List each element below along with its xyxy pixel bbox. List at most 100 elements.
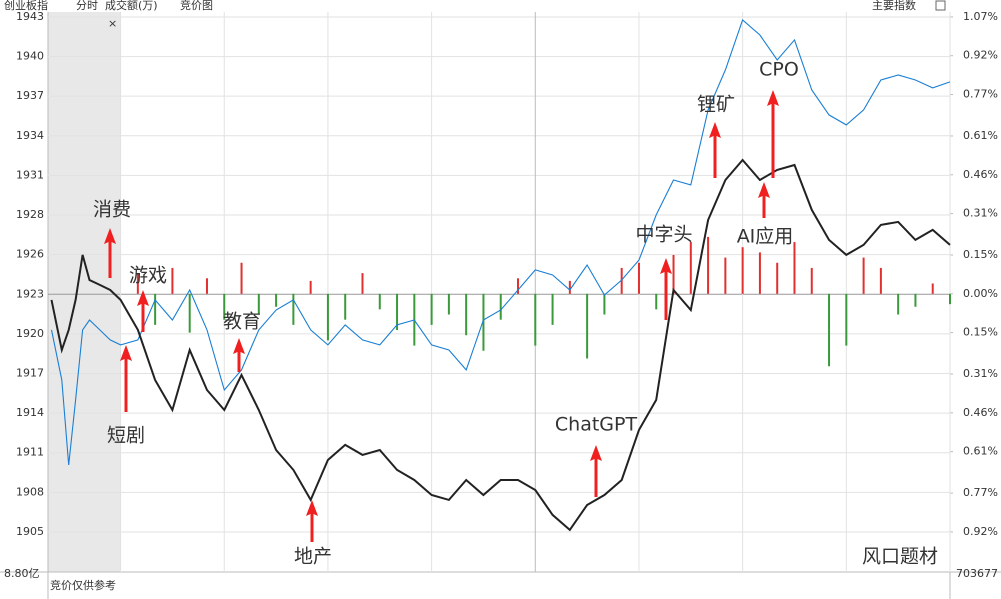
arrow — [767, 90, 779, 178]
y2-tick-label: 0.77% — [963, 486, 998, 499]
bar — [517, 278, 520, 294]
annotation: 教育 — [223, 311, 261, 333]
bar — [793, 242, 796, 294]
annotation: ChatGPT — [555, 414, 638, 436]
bar — [361, 273, 364, 294]
bar — [862, 257, 865, 294]
y-tick-label: 1926 — [16, 248, 44, 261]
bar — [326, 293, 329, 341]
y-tick-label: 1934 — [16, 129, 44, 142]
bar — [655, 293, 658, 310]
header-title: 创业板指 — [4, 0, 48, 12]
y2-tick-label: 0.61% — [963, 129, 998, 142]
y-tick-label: 1937 — [16, 89, 44, 102]
bar — [949, 293, 951, 305]
bar — [292, 293, 295, 325]
y-tick-label: 1917 — [16, 367, 44, 380]
y2-tick-label: 0.31% — [963, 367, 998, 380]
auction-region — [48, 12, 121, 572]
bar — [257, 293, 260, 315]
y2-tick-label: 0.61% — [963, 445, 998, 458]
arrow — [590, 445, 602, 497]
y-tick-label: 1911 — [16, 446, 44, 459]
header-metric[interactable]: 成交额(万) — [105, 0, 158, 12]
footer-volume: 8.80亿 — [4, 567, 40, 580]
bar — [136, 273, 139, 294]
bar — [447, 293, 450, 315]
bar — [603, 293, 606, 315]
y-tick-label: 1920 — [16, 327, 44, 340]
bar — [430, 293, 433, 325]
arrow — [660, 258, 672, 320]
bar — [897, 293, 900, 315]
y2-tick-label: 0.77% — [963, 88, 998, 101]
bar — [828, 293, 831, 367]
bar — [810, 267, 813, 294]
bar — [188, 293, 191, 333]
y2-tick-label: 0.92% — [963, 525, 998, 538]
annotation: 消费 — [93, 199, 131, 221]
header-auction[interactable]: 竞价图 — [180, 0, 213, 12]
bar — [672, 254, 675, 294]
arrow — [709, 122, 721, 178]
y2-tick-label: 0.46% — [963, 406, 998, 419]
arrow — [306, 500, 318, 542]
bar — [776, 262, 779, 294]
bar — [845, 293, 848, 346]
y2-tick-label: 0.15% — [963, 326, 998, 339]
bar — [879, 267, 882, 294]
header-mode[interactable]: 分时 — [76, 0, 98, 12]
y2-tick-label: 0.31% — [963, 207, 998, 220]
bar — [689, 242, 692, 294]
bar — [637, 262, 640, 294]
y2-tick-label: 0.15% — [963, 248, 998, 261]
bar — [931, 283, 934, 294]
arrow — [137, 290, 149, 332]
bar — [482, 293, 485, 351]
y-tick-label: 1943 — [16, 10, 44, 23]
bar — [914, 293, 917, 307]
close-icon[interactable]: × — [108, 17, 117, 30]
annotation: AI应用 — [737, 226, 794, 248]
bar — [758, 252, 761, 294]
bar — [344, 293, 347, 320]
y-tick-label: 1931 — [16, 168, 44, 181]
bar — [741, 247, 744, 294]
bar — [205, 278, 208, 294]
annotation: 地产 — [294, 546, 332, 568]
bar — [499, 293, 502, 320]
y2-tick-label: 0.92% — [963, 49, 998, 62]
bar — [707, 236, 710, 294]
y-tick-label: 1928 — [16, 208, 44, 221]
bar — [724, 257, 727, 294]
bar — [223, 293, 226, 320]
arrow — [233, 338, 245, 372]
annotation: 中字头 — [635, 224, 692, 246]
bar — [534, 293, 537, 346]
annotation: 游戏 — [129, 265, 167, 287]
arrow — [758, 182, 770, 218]
bar — [620, 267, 623, 294]
bar — [551, 293, 554, 325]
bar — [171, 267, 174, 294]
bar — [586, 293, 589, 359]
y-tick-label: 1908 — [16, 485, 44, 498]
bar — [309, 280, 312, 294]
footer-right-value: 703677 — [956, 567, 998, 580]
footer-note: 竞价仅供参考 — [50, 578, 116, 592]
arrow — [104, 228, 116, 278]
index-menu[interactable]: 主要指数 — [872, 0, 916, 12]
menu-icon[interactable] — [935, 0, 946, 11]
arrow — [120, 345, 132, 412]
bar — [568, 280, 571, 294]
bar — [396, 293, 399, 331]
bar — [154, 293, 157, 325]
y2-tick-label: 0.46% — [963, 168, 998, 181]
annotation: 短剧 — [107, 425, 145, 447]
bar — [465, 293, 468, 336]
annotation: 风口题材 — [862, 546, 938, 568]
y2-tick-label: 1.07% — [963, 10, 998, 23]
annotation: CPO — [759, 59, 799, 81]
bar — [378, 293, 381, 310]
